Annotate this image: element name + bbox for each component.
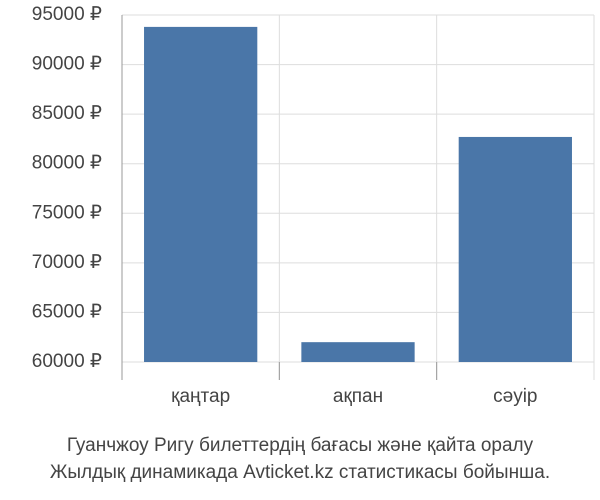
y-tick-label: 90000 ₽ <box>32 54 102 75</box>
y-tick-label: 60000 ₽ <box>32 351 102 372</box>
bar <box>301 342 415 362</box>
y-tick-label: 70000 ₽ <box>32 252 102 273</box>
y-tick-label: 80000 ₽ <box>32 153 102 174</box>
y-tick-label: 75000 ₽ <box>32 202 102 223</box>
bar <box>144 26 258 362</box>
x-tick-label: қаңтар <box>171 386 230 407</box>
y-tick-label: 95000 ₽ <box>32 4 102 25</box>
bar <box>458 136 572 362</box>
x-tick-label: ақпан <box>333 386 383 407</box>
x-tick-label: сәуір <box>493 386 537 407</box>
y-tick-label: 65000 ₽ <box>32 301 102 322</box>
chart-title: Гуанчжоу Ригу билеттердің бағасы және қа… <box>67 435 534 456</box>
y-tick-label: 85000 ₽ <box>32 103 102 124</box>
chart-subtitle: Жылдық динамикада Avticket.kz статистика… <box>50 462 550 483</box>
